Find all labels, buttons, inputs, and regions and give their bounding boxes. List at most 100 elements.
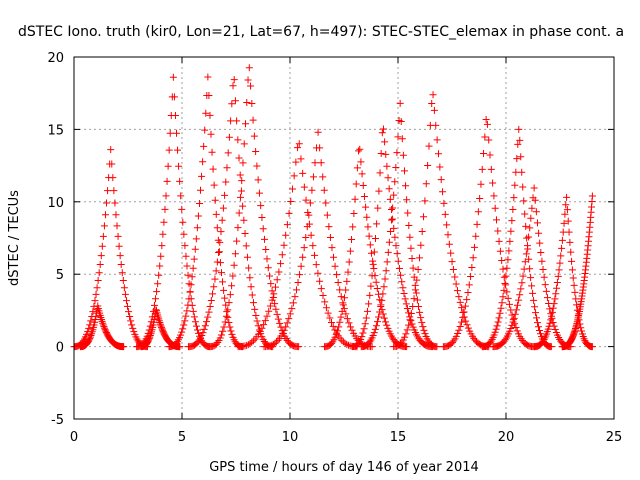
data-point bbox=[202, 109, 210, 117]
data-point bbox=[409, 323, 417, 331]
data-point bbox=[564, 217, 572, 225]
data-point bbox=[391, 233, 399, 241]
data-point bbox=[379, 125, 387, 133]
data-point bbox=[551, 326, 559, 334]
data-point bbox=[344, 341, 352, 349]
data-point bbox=[239, 159, 247, 167]
data-point bbox=[233, 117, 241, 125]
data-point bbox=[362, 203, 370, 211]
data-point bbox=[343, 277, 351, 285]
data-point bbox=[386, 227, 394, 235]
data-point bbox=[150, 318, 158, 326]
data-point bbox=[292, 158, 300, 166]
data-point bbox=[251, 305, 259, 313]
data-point bbox=[380, 283, 388, 291]
data-point bbox=[421, 330, 429, 338]
data-point bbox=[319, 292, 327, 300]
data-point bbox=[169, 73, 177, 81]
data-point bbox=[373, 318, 381, 326]
data-point bbox=[271, 283, 279, 291]
data-point bbox=[112, 211, 120, 219]
data-point bbox=[549, 304, 557, 312]
data-point bbox=[455, 293, 463, 301]
data-point bbox=[382, 267, 390, 275]
data-point bbox=[274, 315, 282, 323]
data-point bbox=[513, 327, 521, 335]
data-point bbox=[369, 260, 377, 268]
data-point bbox=[434, 150, 442, 158]
data-point bbox=[221, 294, 229, 302]
data-point bbox=[175, 162, 183, 170]
data-point bbox=[197, 186, 205, 194]
data-point bbox=[473, 220, 481, 228]
data-point bbox=[91, 297, 99, 305]
data-point bbox=[182, 312, 190, 320]
data-point bbox=[370, 329, 378, 337]
data-point bbox=[242, 120, 250, 128]
data-point bbox=[469, 254, 477, 262]
data-point bbox=[236, 171, 244, 179]
data-point bbox=[374, 204, 382, 212]
data-point bbox=[566, 238, 574, 246]
data-point bbox=[432, 121, 440, 129]
data-point bbox=[158, 242, 166, 250]
data-point bbox=[213, 224, 221, 232]
data-point bbox=[409, 303, 417, 311]
data-point bbox=[94, 276, 102, 284]
data-point bbox=[388, 216, 396, 224]
data-point bbox=[233, 237, 241, 245]
data-point bbox=[314, 128, 322, 136]
data-point bbox=[417, 241, 425, 249]
data-point bbox=[286, 310, 294, 318]
data-point bbox=[254, 176, 262, 184]
data-point bbox=[302, 233, 310, 241]
data-point bbox=[379, 290, 387, 298]
data-point bbox=[408, 320, 416, 328]
data-point bbox=[342, 310, 350, 318]
data-point bbox=[85, 324, 93, 332]
data-point bbox=[282, 231, 290, 239]
data-point bbox=[99, 319, 107, 327]
data-point bbox=[558, 244, 566, 252]
data-point bbox=[425, 142, 433, 150]
data-point bbox=[226, 323, 234, 331]
data-point bbox=[533, 314, 541, 322]
data-point bbox=[372, 322, 380, 330]
data-point bbox=[257, 202, 265, 210]
data-point bbox=[421, 197, 429, 205]
data-point bbox=[216, 259, 224, 267]
data-point bbox=[192, 235, 200, 243]
data-point bbox=[181, 242, 189, 250]
data-point bbox=[276, 319, 284, 327]
data-point bbox=[530, 296, 538, 304]
data-point bbox=[324, 309, 332, 317]
data-point bbox=[508, 321, 516, 329]
data-point bbox=[226, 291, 234, 299]
data-point bbox=[412, 289, 420, 297]
data-point bbox=[452, 332, 460, 340]
data-point bbox=[96, 260, 104, 268]
data-point bbox=[486, 151, 494, 159]
data-point bbox=[411, 286, 419, 294]
data-point bbox=[108, 160, 116, 168]
data-point bbox=[216, 238, 224, 246]
data-point bbox=[285, 315, 293, 323]
data-point bbox=[264, 264, 272, 272]
data-point bbox=[127, 317, 135, 325]
data-point bbox=[333, 271, 341, 279]
data-point bbox=[211, 196, 219, 204]
data-point bbox=[510, 194, 518, 202]
data-point bbox=[491, 328, 499, 336]
data-point bbox=[366, 241, 374, 249]
data-point bbox=[470, 243, 478, 251]
data-point bbox=[522, 250, 530, 258]
data-point bbox=[513, 301, 521, 309]
data-point bbox=[205, 308, 213, 316]
data-point bbox=[358, 170, 366, 178]
data-point bbox=[548, 308, 556, 316]
data-point bbox=[546, 305, 554, 313]
data-point bbox=[181, 317, 189, 325]
data-point bbox=[261, 317, 269, 325]
data-point bbox=[547, 316, 555, 324]
data-point bbox=[407, 317, 415, 325]
